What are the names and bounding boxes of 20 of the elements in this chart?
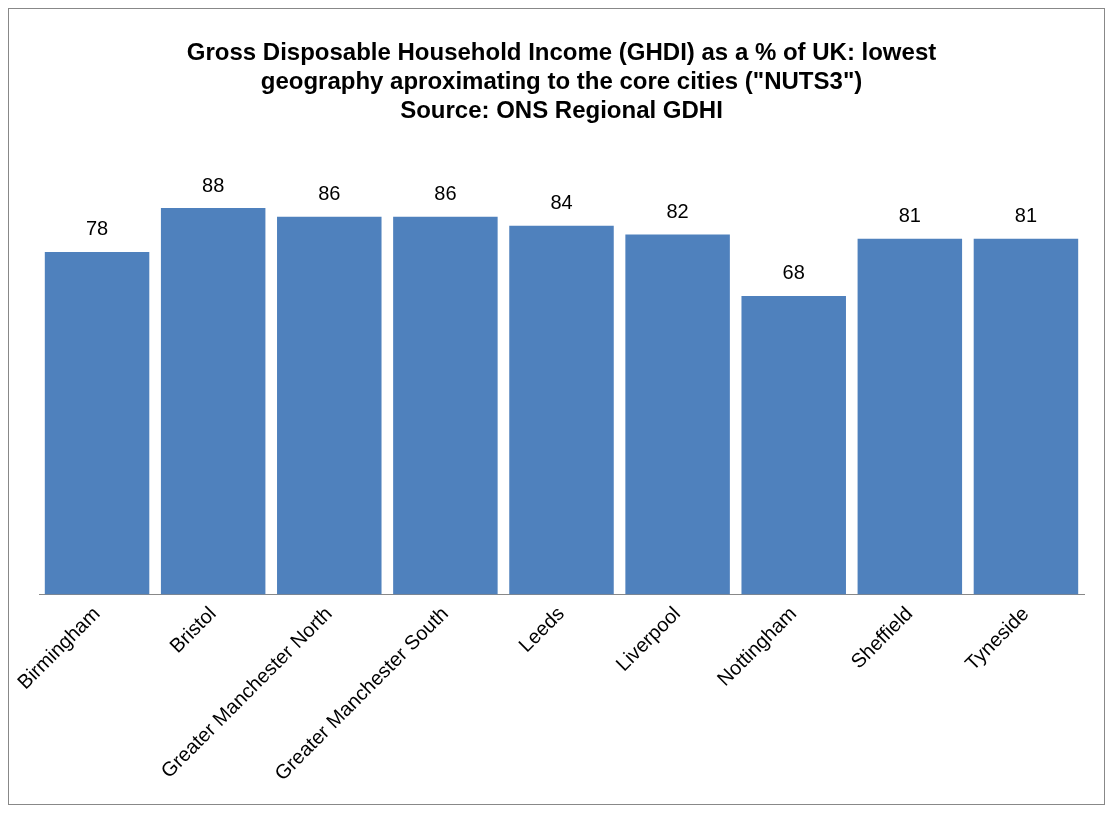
bar [741, 295, 846, 595]
bar [973, 238, 1079, 595]
bar [393, 216, 498, 595]
bar [857, 238, 963, 595]
data-label: 68 [782, 261, 805, 284]
data-label: 84 [550, 191, 573, 214]
bar [625, 234, 730, 595]
data-label: 81 [898, 204, 921, 227]
data-label: 86 [434, 182, 457, 205]
bar [509, 225, 614, 595]
bar [160, 208, 266, 595]
bar [44, 251, 150, 595]
data-label: 78 [85, 217, 109, 240]
data-label: 86 [318, 182, 341, 205]
source-note: Source: ONS Regional GDHI [400, 95, 723, 123]
data-label: 88 [202, 173, 225, 196]
data-label: 81 [1014, 204, 1038, 227]
chart-title: Gross Disposable Household Income (GHDI) as a % of UK: lowest geography aproximating to the core cities ("NUTS3") [186, 38, 937, 94]
data-label: 82 [666, 199, 689, 222]
bar [277, 216, 382, 595]
